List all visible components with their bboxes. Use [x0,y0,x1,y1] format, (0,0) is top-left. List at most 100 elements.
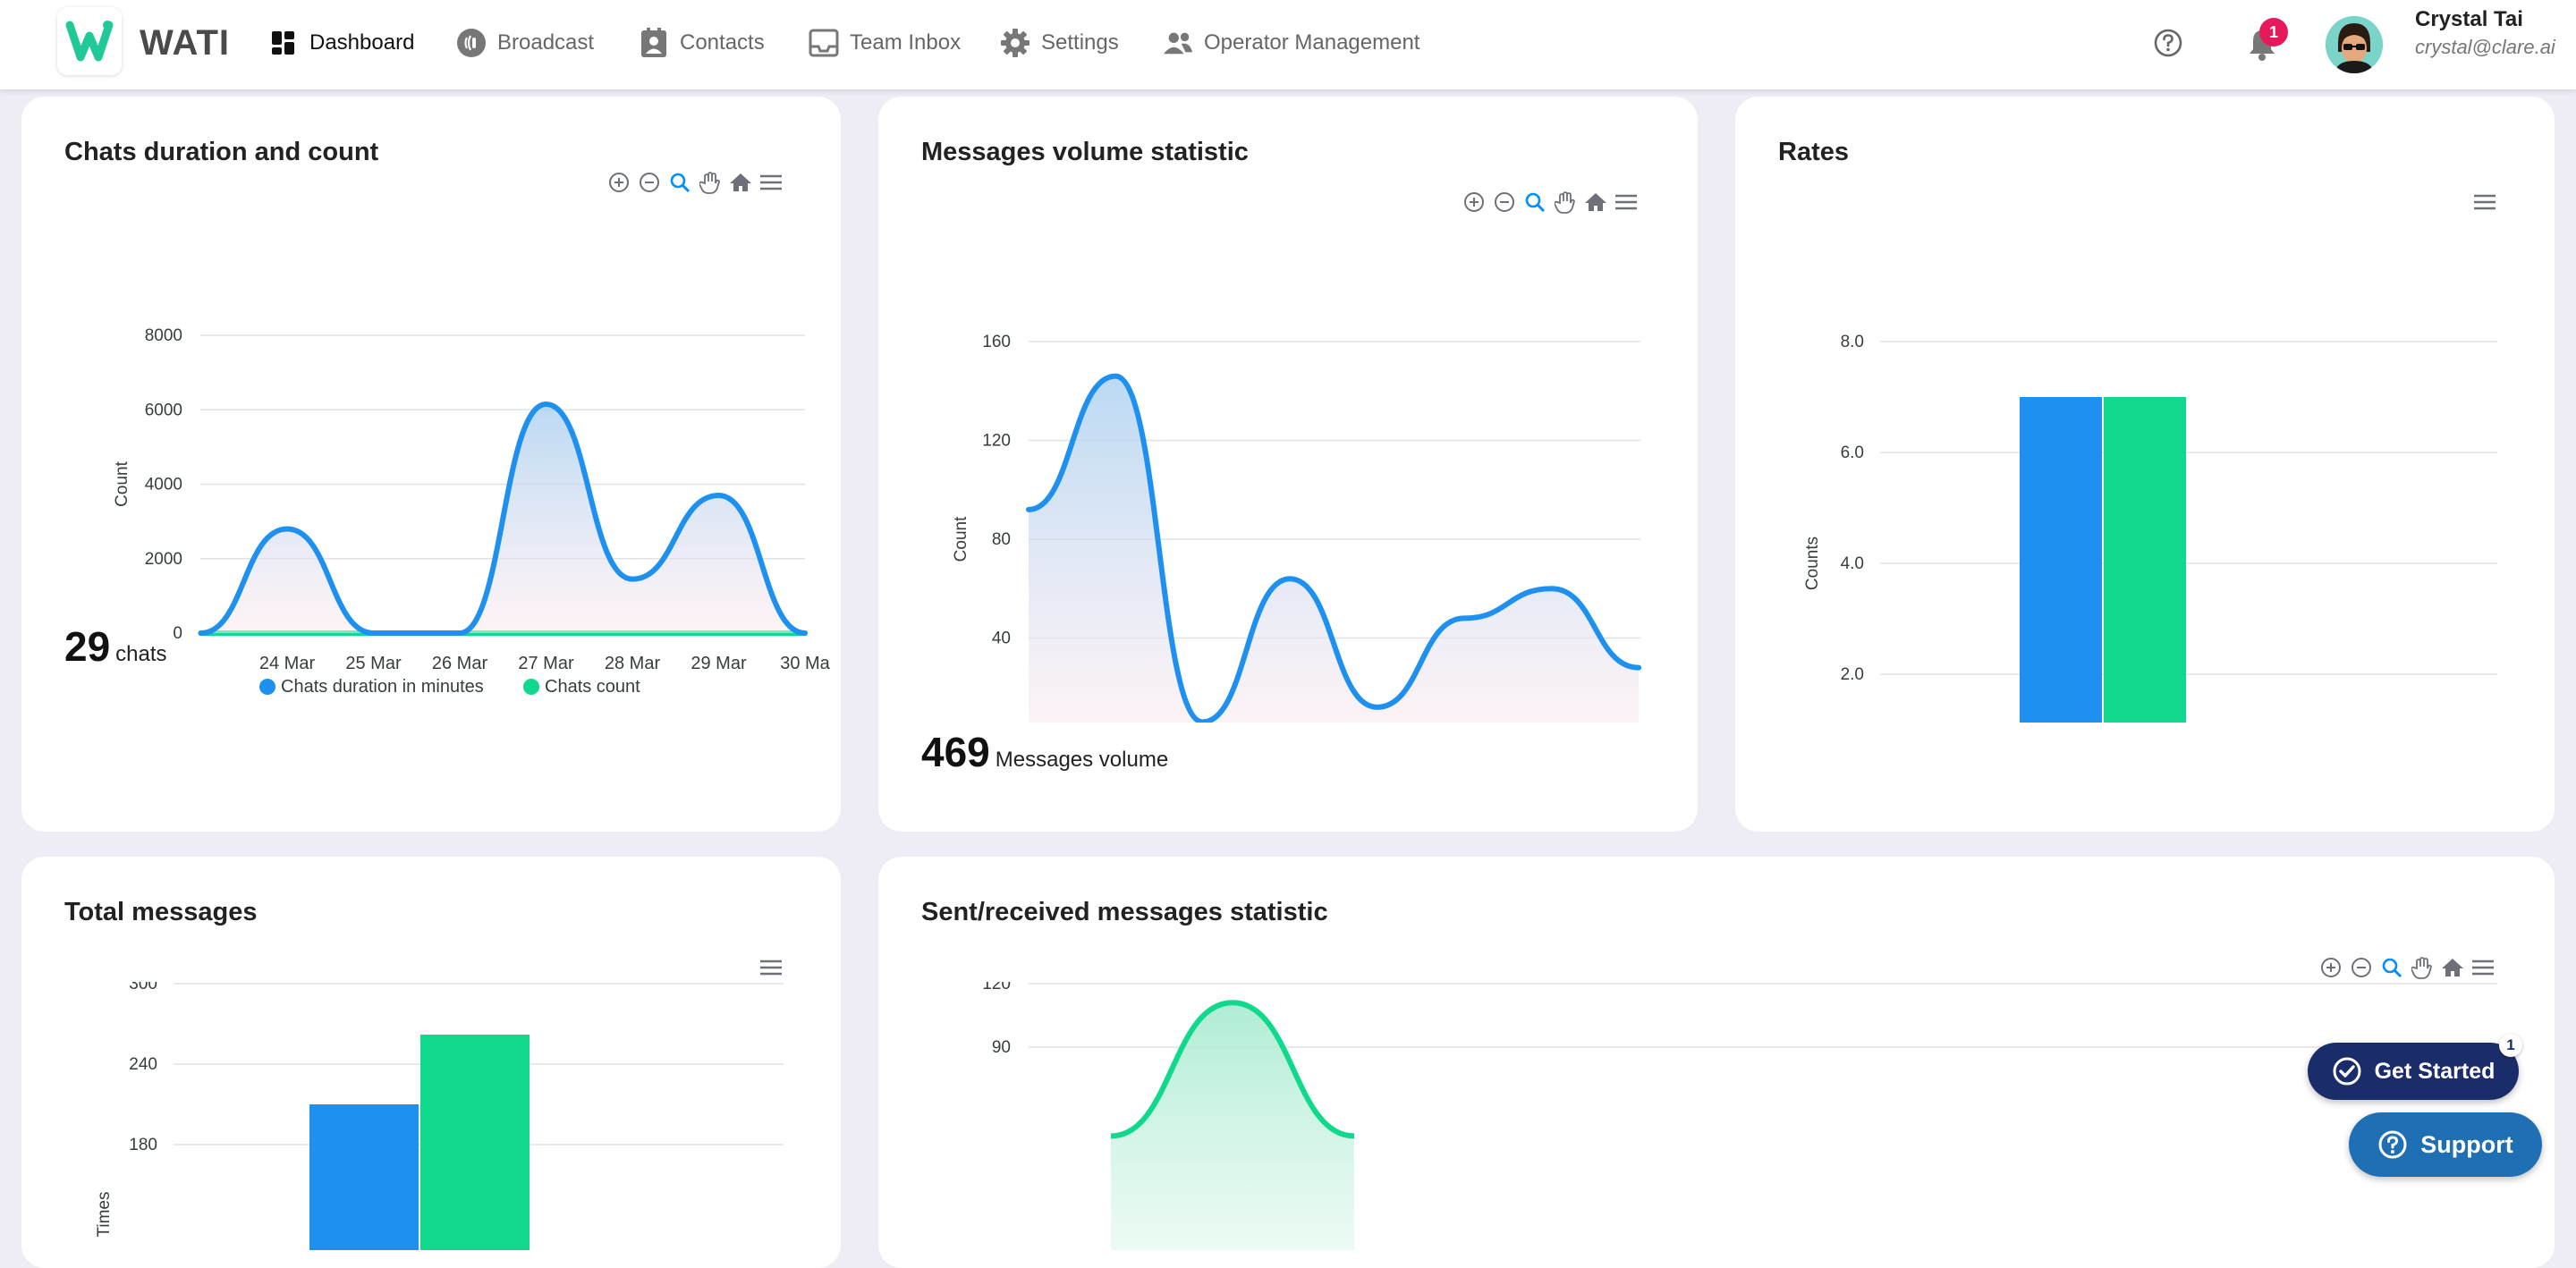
support-label: Support [2420,1130,2513,1158]
y-tick-label: 120 [982,432,1011,451]
zoom-in-icon[interactable] [2318,955,2343,980]
legend-marker [523,679,539,695]
series-area-fill [1111,1002,1354,1250]
help-icon[interactable] [2152,27,2184,63]
legend-marker [259,679,275,695]
nav-broadcast[interactable]: Broadcast [456,27,594,59]
nav-team-inbox[interactable]: Team Inbox [809,27,961,59]
y-tick-label: 80 [992,530,1011,549]
x-tick-label: 25 Mar [345,654,402,673]
stat-unit: Messages volume [995,748,1169,772]
y-tick-label: 4000 [145,476,182,495]
check-badge-icon [2333,1057,2361,1086]
zoom-out-icon[interactable] [637,170,662,195]
inbox-icon [809,28,839,58]
user-email: crystal@clare.ai [2415,36,2555,58]
reset-home-icon[interactable] [1583,190,1608,215]
messages-volume-card: Messages volume statistic 04080120160Cou… [878,97,1698,832]
contacts-icon [639,28,669,58]
stat-value: 29 [64,623,111,670]
sent-received-chart: 90 120 [982,982,2497,1250]
sent-received-card: Sent/received messages statistic 90 120 [878,857,2555,1268]
y-tick-label: 90 [992,1038,1011,1057]
gear-icon [1000,28,1030,58]
y-tick-label: 40 [992,630,1011,648]
x-tick-label: 24 Mar [259,654,316,673]
wati-logo-icon [65,21,114,62]
nav-label: Dashboard [309,30,415,55]
avatar[interactable] [2326,16,2383,73]
series-line [198,402,808,636]
nav-label: Contacts [680,30,765,55]
reset-home-icon[interactable] [2440,955,2465,980]
series-area-fill [200,404,805,633]
zoom-out-icon[interactable] [1492,190,1517,215]
pan-hand-icon[interactable] [2410,955,2435,980]
top-navbar: WATI Dashboard Broadcast Contacts Team I… [0,0,2576,89]
y-tick-label: 6000 [145,401,182,419]
broadcast-icon [456,28,487,58]
nav-operator-management[interactable]: Operator Management [1163,27,1419,59]
chats-duration-card: Chats duration and count 0 2000 4000 6000 80… [21,97,841,832]
wati-logo[interactable] [57,7,122,75]
chart-menu-icon[interactable] [2472,190,2497,215]
stat-unit: chats [115,642,167,666]
reset-home-icon[interactable] [728,170,753,195]
zoom-out-icon[interactable] [2349,955,2374,980]
pan-hand-icon[interactable] [1553,190,1578,215]
card-title: Total messages [64,898,258,926]
y-tick-label: 4.0 [1841,554,1864,573]
card-title: Rates [1778,138,1849,166]
series-line [1026,373,1642,723]
stat-value: 469 [921,729,990,775]
get-started-button[interactable]: Get Started [2308,1043,2519,1100]
chart-toolbar [758,955,784,980]
x-tick-label: 28 Mar [605,654,661,673]
notification-badge: 1 [2259,18,2288,46]
card-title: Sent/received messages statistic [921,898,1328,926]
question-circle-icon [2378,1130,2407,1159]
nav-dashboard[interactable]: Dashboard [268,27,414,59]
chart-menu-icon[interactable] [758,170,784,195]
x-tick-label: 26 Mar [432,654,488,673]
support-button[interactable]: Support [2349,1112,2542,1177]
chart-toolbar [606,170,784,195]
zoom-in-icon[interactable] [606,170,631,195]
zoom-in-icon[interactable] [1462,190,1487,215]
y-tick-label: 8.0 [1841,333,1864,351]
rates-chart: 0.02.04.06.08.0CountsRead rateDelivery r… [1803,333,2497,723]
pan-hand-icon[interactable] [698,170,723,195]
chart-menu-icon[interactable] [1614,190,1639,215]
chart-toolbar [2318,955,2496,980]
y-axis-label: Counts [1803,537,1822,590]
selection-zoom-icon[interactable] [1522,190,1547,215]
selection-zoom-icon[interactable] [667,170,692,195]
selection-zoom-icon[interactable] [2379,955,2404,980]
nav-contacts[interactable]: Contacts [639,27,765,59]
y-tick-label: 160 [982,333,1011,351]
chart-menu-icon[interactable] [758,955,784,980]
x-tick-label: 27 Mar [518,654,574,673]
y-tick-label: 6.0 [1841,444,1864,462]
bar [2104,397,2186,723]
y-tick-label: 120 [982,982,1011,993]
total-messages-chart: 180 240 300 Times [95,982,784,1250]
chart-toolbar [2472,190,2497,215]
y-tick-label: 2000 [145,550,182,569]
nav-settings[interactable]: Settings [1000,27,1119,59]
y-tick-label: 180 [129,1136,157,1154]
y-tick-label: 2.0 [1841,665,1864,684]
chats-chart: 0 2000 4000 6000 8000 Count 24 Mar 25 Mar 26 Mar… [113,326,831,697]
total-messages-card: Total messages 180 240 300 Times [21,857,841,1268]
y-axis-label: Times [95,1191,114,1237]
dashboard-icon [268,28,299,58]
legend-label: Chats duration in minutes [281,677,484,697]
y-axis-label: Count [113,461,131,506]
brand-name: WATI [140,23,231,63]
y-axis-label: Count [952,516,970,562]
series-area-fill [1029,376,1640,723]
chart-menu-icon[interactable] [2470,955,2496,980]
x-tick-label: 30 Ma [780,654,830,673]
y-tick-label: 240 [129,1055,157,1074]
